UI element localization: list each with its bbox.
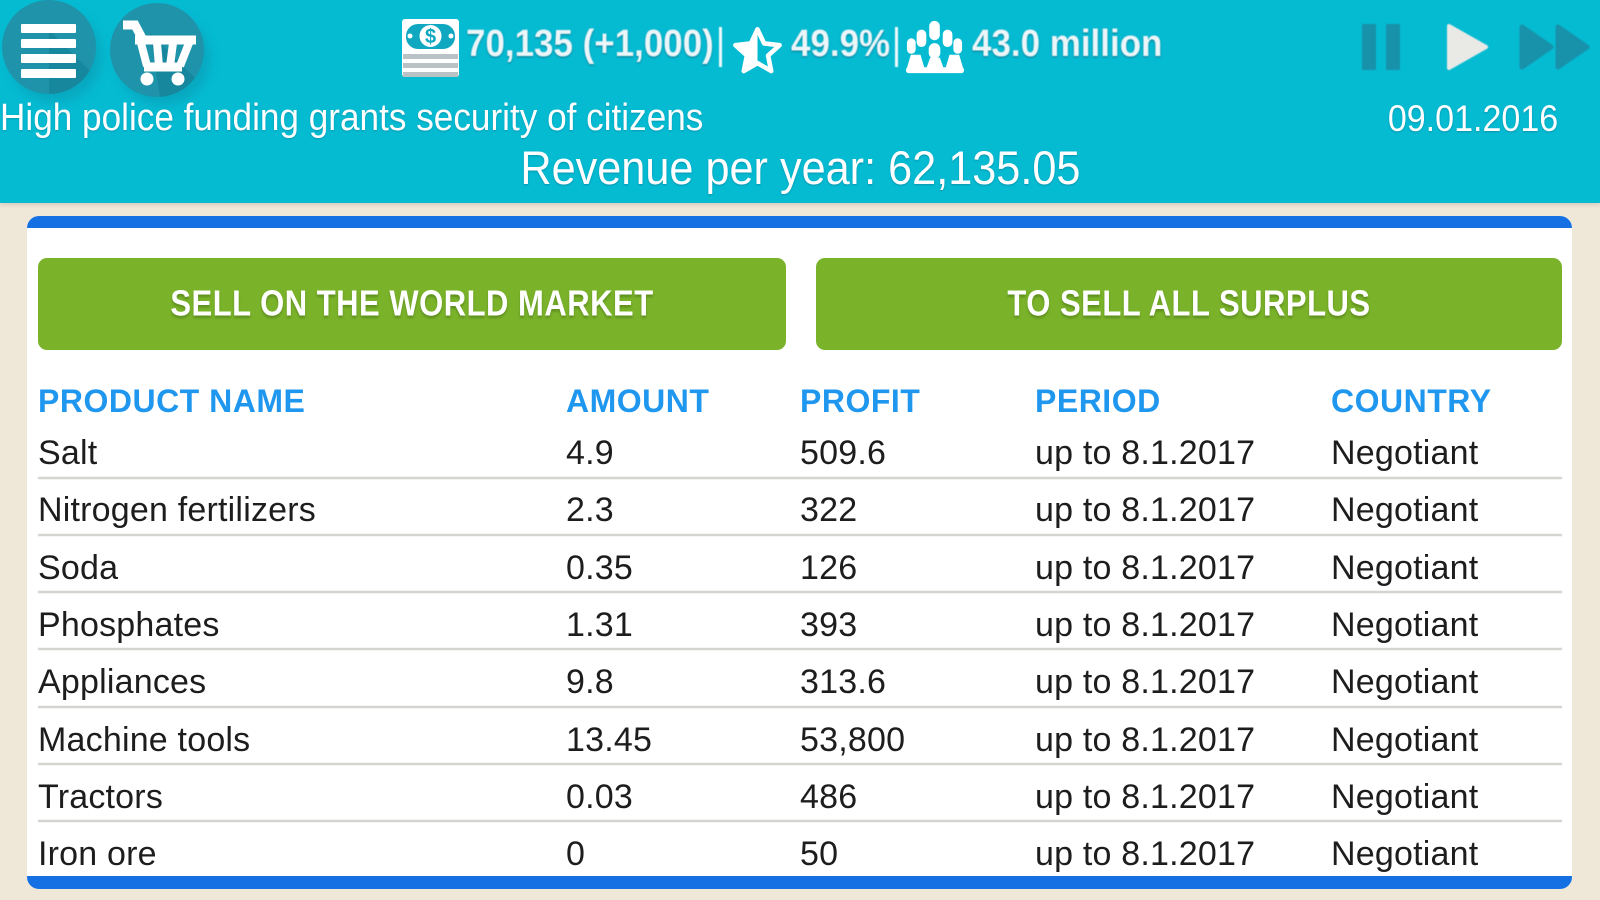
svg-text:$: $ — [425, 26, 436, 48]
